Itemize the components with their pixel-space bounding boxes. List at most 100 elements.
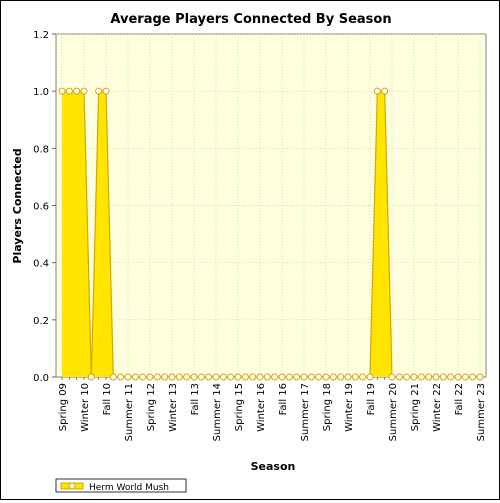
- data-point: [256, 373, 264, 381]
- series-area: [62, 91, 480, 378]
- data-point: [241, 373, 249, 381]
- x-tick-label: Winter 13: [168, 383, 179, 432]
- x-tick-label: Fall 16: [278, 383, 289, 415]
- plot-area: [55, 33, 487, 378]
- data-point: [197, 373, 205, 381]
- data-point: [183, 373, 191, 381]
- x-tick-label: Summer 23: [476, 383, 487, 441]
- x-tick-label: Fall 19: [366, 383, 377, 415]
- data-point: [410, 373, 418, 381]
- y-axis: 0.0 0.2 0.4 0.6 0.8 1.0 1.2: [33, 30, 56, 384]
- y-tick-label: 0.8: [33, 144, 49, 155]
- x-tick-label: Winter 16: [256, 383, 267, 432]
- data-point: [395, 373, 403, 381]
- y-tick-label: 0.0: [33, 373, 49, 384]
- data-point: [351, 373, 359, 381]
- x-tick-label: Fall 13: [190, 383, 201, 415]
- x-axis-label: Season: [251, 460, 296, 473]
- x-tick-label: Summer 17: [300, 383, 311, 441]
- data-point: [417, 373, 425, 381]
- data-point: [366, 373, 374, 381]
- x-tick-label: Summer 20: [388, 383, 399, 441]
- y-tick-label: 0.6: [33, 202, 49, 213]
- x-tick-label: Winter 10: [80, 383, 91, 432]
- data-point: [344, 373, 352, 381]
- x-tick-label: Spring 18: [322, 383, 333, 431]
- data-point: [168, 373, 176, 381]
- data-point: [175, 373, 183, 381]
- data-point: [234, 373, 242, 381]
- data-point: [432, 373, 440, 381]
- data-point: [65, 87, 73, 95]
- legend-box: [55, 478, 187, 493]
- data-point: [161, 373, 169, 381]
- data-point: [139, 373, 147, 381]
- data-point: [388, 373, 396, 381]
- data-point: [102, 87, 110, 95]
- data-point: [476, 373, 484, 381]
- data-point: [249, 373, 257, 381]
- x-tick-label: Summer 11: [124, 383, 135, 441]
- data-point: [403, 373, 411, 381]
- data-point: [146, 373, 154, 381]
- y-tick-label: 1.0: [33, 87, 49, 98]
- data-point: [131, 373, 139, 381]
- x-tick-label: Spring 15: [234, 383, 245, 431]
- data-point: [425, 373, 433, 381]
- legend: Herm World Mush: [55, 478, 187, 493]
- data-point: [439, 373, 447, 381]
- data-point: [73, 87, 81, 95]
- data-point: [469, 373, 477, 381]
- data-point: [293, 373, 301, 381]
- data-point: [153, 373, 161, 381]
- data-point: [263, 373, 271, 381]
- data-point: [227, 373, 235, 381]
- data-point: [58, 87, 66, 95]
- data-point: [337, 373, 345, 381]
- data-area: [62, 90, 480, 378]
- data-point: [80, 87, 88, 95]
- x-axis: Spring 09 Winter 10 Fall 10 Summer 11 Spring…: [58, 377, 487, 441]
- data-point: [124, 373, 132, 381]
- data-point: [212, 373, 220, 381]
- data-point: [329, 373, 337, 381]
- data-point: [190, 373, 198, 381]
- data-point: [285, 373, 293, 381]
- data-point: [447, 373, 455, 381]
- data-point: [322, 373, 330, 381]
- data-point: [307, 373, 315, 381]
- data-point: [373, 87, 381, 95]
- data-point: [219, 373, 227, 381]
- x-tick-label: Summer 14: [212, 383, 223, 441]
- x-tick-label: Winter 22: [432, 383, 443, 432]
- data-point: [271, 373, 279, 381]
- data-point: [461, 373, 469, 381]
- y-tick-label: 0.4: [33, 259, 49, 270]
- y-axis-label: Players Connected: [11, 148, 24, 263]
- grid: [56, 33, 486, 377]
- y-tick-label: 1.2: [33, 30, 49, 41]
- data-point: [359, 373, 367, 381]
- data-point: [315, 373, 323, 381]
- data-point: [300, 373, 308, 381]
- legend-label: Herm World Mush: [89, 483, 169, 493]
- chart-title: Average Players Connected By Season: [110, 12, 391, 27]
- data-markers: [58, 87, 484, 381]
- data-point: [381, 87, 389, 95]
- data-point: [87, 373, 95, 381]
- x-tick-label: Spring 21: [410, 383, 421, 431]
- x-tick-label: Fall 10: [102, 383, 113, 415]
- x-tick-label: Spring 09: [58, 383, 69, 431]
- legend-marker: [68, 482, 76, 490]
- x-tick-label: Fall 22: [454, 383, 465, 415]
- y-tick-label: 0.2: [33, 316, 49, 327]
- data-point: [117, 373, 125, 381]
- data-point: [95, 87, 103, 95]
- x-tick-label: Spring 12: [146, 383, 157, 431]
- data-point: [109, 373, 117, 381]
- data-point: [205, 373, 213, 381]
- data-point: [454, 373, 462, 381]
- x-tick-label: Winter 19: [344, 383, 355, 432]
